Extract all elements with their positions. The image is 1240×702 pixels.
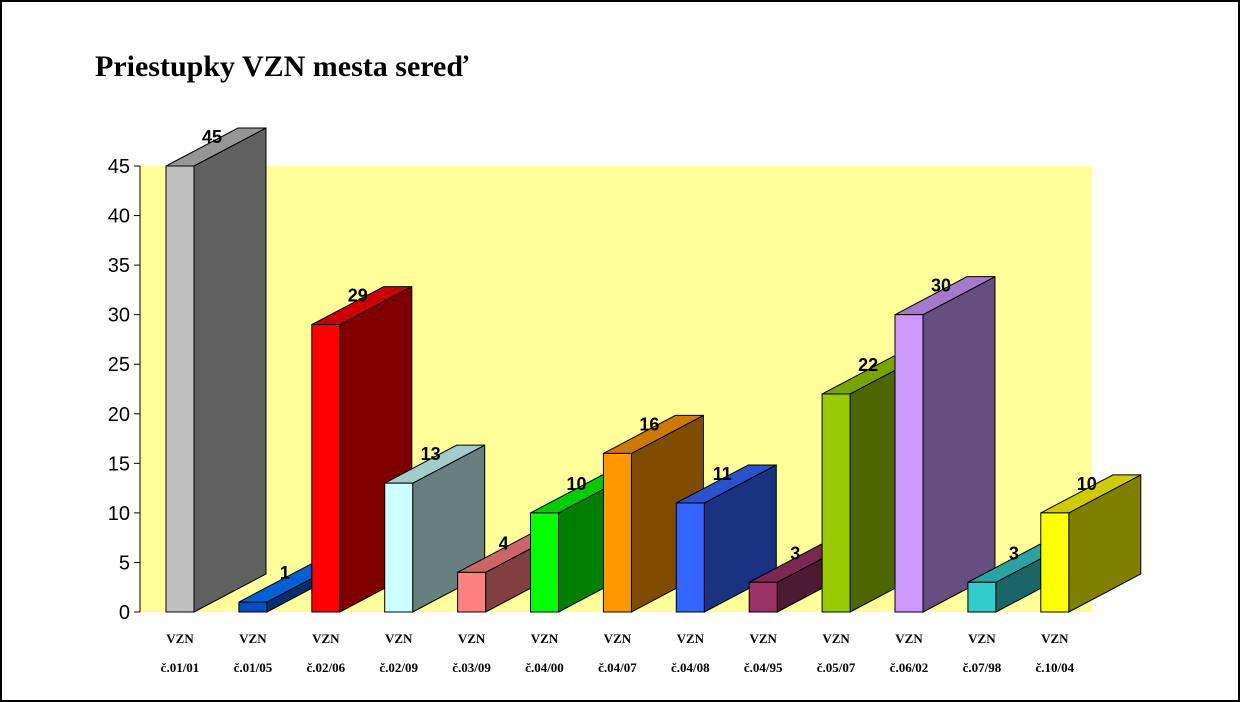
- x-tick-label-line1: VZN: [531, 631, 559, 646]
- bar-front: [967, 581, 997, 613]
- x-tick-label-line2: č.03/09: [452, 660, 491, 675]
- y-tick-label: 15: [108, 453, 130, 475]
- bar-front: [165, 165, 195, 613]
- data-label: 45: [202, 127, 222, 147]
- bar-front: [311, 324, 341, 613]
- bar-front: [530, 512, 559, 613]
- bar: [675, 464, 777, 613]
- bar-front: [238, 601, 268, 613]
- x-tick-label-line1: VZN: [458, 631, 486, 646]
- data-label: 3: [790, 543, 800, 563]
- bar-front: [821, 393, 851, 613]
- x-tick-label-line2: č.02/09: [379, 660, 418, 675]
- x-tick-label-line1: VZN: [822, 631, 850, 646]
- x-tick-label-line2: č.05/07: [817, 660, 856, 675]
- data-label: 1: [280, 563, 290, 583]
- x-tick-label-line2: č.02/06: [306, 660, 345, 675]
- y-tick-label: 5: [119, 552, 130, 574]
- x-tick-label-line1: VZN: [385, 631, 413, 646]
- bar-front: [1040, 512, 1070, 613]
- data-label: 4: [499, 533, 509, 553]
- bar-side: [193, 127, 267, 613]
- x-tick-label-line2: č.04/95: [744, 660, 783, 675]
- x-tick-label-line2: č.01/01: [161, 660, 200, 675]
- bar-front: [748, 581, 778, 613]
- bar: [165, 127, 267, 613]
- x-tick-label-line2: č.04/07: [598, 660, 637, 675]
- data-label: 29: [348, 286, 368, 306]
- y-tick-label: 40: [108, 206, 130, 228]
- data-label: 10: [1077, 474, 1097, 494]
- y-tick-label: 10: [108, 503, 130, 525]
- x-tick-label-line2: č.06/02: [890, 660, 929, 675]
- y-tick-label: 25: [108, 354, 130, 376]
- bar-front: [384, 482, 414, 613]
- data-label: 3: [1009, 543, 1019, 563]
- data-label: 16: [639, 414, 659, 434]
- data-label: 13: [421, 444, 441, 464]
- y-tick-label: 45: [108, 156, 130, 178]
- bar-front: [457, 571, 487, 613]
- chart-title: Priestupky VZN mesta sereď: [95, 50, 469, 83]
- x-tick-label-line2: č.04/00: [525, 660, 564, 675]
- x-tick-label-line1: VZN: [677, 631, 705, 646]
- y-tick-label: 20: [108, 404, 130, 426]
- x-tick-label-line2: č.10/04: [1035, 660, 1074, 675]
- x-tick-label-line1: VZN: [895, 631, 923, 646]
- bar-front: [894, 314, 924, 613]
- bar-front: [675, 502, 705, 613]
- bar: [1040, 474, 1142, 613]
- x-tick-label-line1: VZN: [312, 631, 340, 646]
- x-tick-label-line1: VZN: [968, 631, 996, 646]
- bar-front: [602, 452, 632, 613]
- data-label: 11: [713, 464, 732, 484]
- x-tick-label-line1: VZN: [239, 631, 267, 646]
- y-tick-label: 30: [108, 305, 130, 327]
- data-label: 10: [566, 474, 586, 494]
- x-tick-label-line2: č.04/08: [671, 660, 710, 675]
- bar: [894, 275, 996, 613]
- data-label: 22: [858, 355, 878, 375]
- x-tick-label-line2: č.07/98: [963, 660, 1002, 675]
- x-tick-label-line1: VZN: [749, 631, 777, 646]
- y-tick-label: 0: [119, 602, 130, 624]
- y-tick-label: 35: [108, 255, 130, 277]
- bar-side: [922, 275, 996, 613]
- x-tick-label-line1: VZN: [166, 631, 194, 646]
- x-tick-label-line1: VZN: [604, 631, 632, 646]
- x-tick-label-line1: VZN: [1041, 631, 1069, 646]
- x-tick-label-line2: č.01/05: [234, 660, 273, 675]
- data-label: 30: [931, 276, 951, 296]
